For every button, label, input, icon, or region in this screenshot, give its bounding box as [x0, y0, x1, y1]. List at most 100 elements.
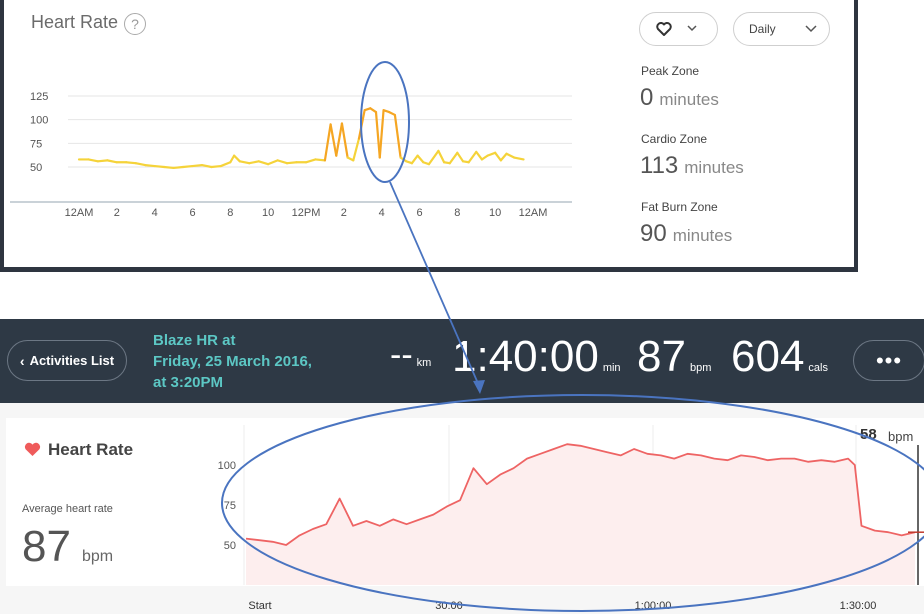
daily-hr-segment	[248, 160, 260, 165]
daily-hr-segment	[200, 164, 213, 169]
daily-hr-segment	[314, 158, 327, 162]
daily-heart-rate-chart: 125 100 75 50 12AM 2 4 6 8 10 12PM 2 4 6 8 10 12AM	[10, 91, 572, 219]
daily-y-tick-label: 100	[30, 115, 48, 127]
cardio-zone-label: Cardio Zone	[641, 132, 708, 146]
peak-zone-stat: 0 minutes	[640, 84, 719, 112]
daily-x-tick-label: 10	[489, 207, 501, 219]
calories-stat: 604 cals	[731, 332, 828, 382]
activity-x-tick-label: 1:30:00	[840, 600, 877, 612]
cardio-zone-unit: minutes	[684, 158, 744, 177]
peak-zone-unit: minutes	[659, 90, 719, 109]
daily-hr-segment	[323, 123, 332, 162]
daily-hr-segment	[374, 110, 381, 159]
daily-hr-segment	[191, 164, 204, 168]
heart-filter-dropdown[interactable]	[639, 12, 718, 46]
daily-x-tick-label: 8	[227, 207, 233, 219]
daily-x-tick-label: 2	[341, 207, 347, 219]
average-heart-rate-value: 87	[22, 522, 71, 571]
current-bpm-unit: bpm	[888, 429, 914, 444]
activity-x-tick-label: 1:00:00	[635, 600, 672, 612]
duration-value: 1:40:00	[452, 332, 599, 381]
daily-hr-segment	[163, 165, 175, 170]
cardio-zone-stat: 113 minutes	[640, 152, 744, 180]
daily-hr-segment	[480, 154, 489, 161]
daily-hr-segment	[467, 150, 478, 164]
daily-hr-segment	[233, 154, 241, 163]
activity-title: Blaze HR at Friday, 25 March 2016, at 3:…	[153, 330, 373, 393]
daily-x-tick-label: 8	[454, 207, 460, 219]
daily-hr-segment	[238, 160, 251, 165]
distance-unit: km	[416, 357, 432, 369]
daily-x-tick-label: 6	[416, 207, 422, 219]
daily-hr-segment	[437, 149, 446, 164]
daily-x-tick-label: 12AM	[65, 207, 94, 219]
activity-y-tick-label: 50	[224, 540, 236, 552]
daily-hr-segment	[410, 154, 419, 165]
activity-y-tick-label: 75	[224, 500, 236, 512]
fat-burn-zone-label: Fat Burn Zone	[641, 200, 718, 214]
daily-hr-segment	[219, 161, 232, 168]
daily-hr-segment	[329, 123, 338, 157]
daily-hr-segment	[153, 164, 166, 169]
daily-hr-segment	[475, 150, 484, 161]
daily-hr-segment	[448, 151, 459, 165]
activities-list-label: Activities List	[29, 353, 115, 368]
fat-burn-zone-unit: minutes	[672, 226, 733, 245]
distance-stat: -- km	[390, 336, 431, 375]
daily-hr-segment	[505, 152, 516, 159]
daily-hr-segment	[416, 154, 425, 164]
activity-title-line: at 3:20PM	[153, 374, 224, 391]
daily-x-tick-label: 6	[189, 207, 195, 219]
daily-hr-segment	[96, 159, 109, 163]
activity-x-tick-label: 30:00	[435, 600, 463, 612]
daily-x-tick-label: 12PM	[292, 207, 321, 219]
activity-heart-rate-chart[interactable]: 100 75 50 Start 30:00 1:00:00 1:30:00	[0, 400, 924, 614]
daily-x-tick-label: 10	[262, 207, 274, 219]
daily-y-tick-label: 75	[30, 138, 42, 150]
chevron-left-icon: ‹	[19, 352, 25, 369]
activity-title-line: Blaze HR at	[153, 332, 236, 349]
current-bpm-value: 58	[860, 426, 877, 443]
fat-burn-zone-stat: 90 minutes	[640, 220, 732, 248]
daily-hr-segment	[285, 161, 298, 165]
daily-hr-segment	[125, 161, 137, 165]
daily-hr-segment	[340, 122, 349, 159]
bpm-stat: 87 bpm	[637, 332, 711, 382]
daily-x-tick-label: 2	[114, 207, 120, 219]
daily-hr-segment	[456, 151, 465, 163]
duration-stat: 1:40:00 min	[452, 332, 621, 382]
daily-hr-segment	[181, 164, 194, 169]
daily-hr-segment	[378, 109, 385, 159]
daily-y-tick-label: 50	[30, 162, 42, 174]
activities-list-button[interactable]: ‹ Activities List	[7, 340, 127, 381]
average-heart-rate-unit: bpm	[82, 548, 114, 565]
activity-x-tick-label: Start	[248, 600, 271, 612]
more-options-button[interactable]: •••	[853, 340, 924, 381]
range-dropdown-label: Daily	[749, 22, 776, 36]
daily-hr-segment	[486, 151, 497, 157]
cardio-zone-value: 113	[640, 152, 679, 179]
daily-hr-segment	[229, 154, 236, 164]
range-dropdown[interactable]: Daily	[733, 12, 830, 46]
chevron-down-icon	[805, 25, 817, 33]
daily-x-tick-label: 4	[152, 207, 158, 219]
calories-unit: cals	[808, 362, 828, 374]
chevron-down-icon	[686, 25, 697, 32]
more-icon: •••	[875, 347, 903, 373]
daily-hr-segment	[172, 165, 185, 170]
daily-y-tick-label: 125	[30, 91, 48, 103]
daily-hr-segment	[352, 137, 361, 162]
daily-x-tick-label: 12AM	[519, 207, 548, 219]
daily-hr-segment	[210, 164, 222, 169]
activity-title-line: Friday, 25 March 2016,	[153, 353, 312, 370]
daily-x-tick-label: 4	[379, 207, 385, 219]
daily-hr-segment	[512, 156, 525, 161]
daily-hr-segment	[267, 159, 279, 166]
peak-zone-label: Peak Zone	[641, 64, 700, 78]
heart-outline-icon	[655, 22, 672, 36]
help-icon[interactable]: ?	[124, 13, 146, 35]
daily-heart-rate-title: Heart Rate	[31, 12, 119, 32]
daily-hr-segment	[499, 152, 508, 162]
bpm-value: 87	[637, 332, 686, 381]
distance-value: --	[390, 336, 413, 374]
